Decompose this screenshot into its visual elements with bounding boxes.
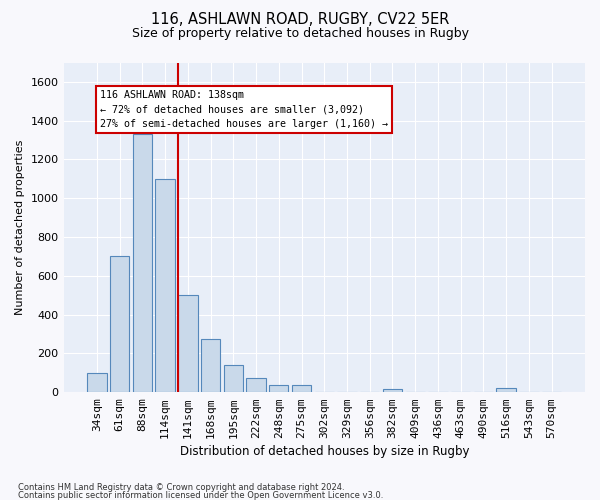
Bar (224, 365, 243, 392)
Y-axis label: Number of detached properties: Number of detached properties (15, 140, 25, 315)
Text: Contains HM Land Registry data © Crown copyright and database right 2024.: Contains HM Land Registry data © Crown c… (18, 484, 344, 492)
Bar (110, 256, 130, 392)
Text: 116 ASHLAWN ROAD: 138sqm
← 72% of detached houses are smaller (3,092)
27% of sem: 116 ASHLAWN ROAD: 138sqm ← 72% of detach… (100, 90, 388, 130)
Bar (87, 373, 107, 392)
Bar (383, 390, 402, 392)
Bar (269, 386, 289, 392)
Text: 116, ASHLAWN ROAD, RUGBY, CV22 5ER: 116, ASHLAWN ROAD, RUGBY, CV22 5ER (151, 12, 449, 28)
Bar (201, 339, 220, 392)
Bar (155, 179, 175, 392)
X-axis label: Distribution of detached houses by size in Rugby: Distribution of detached houses by size … (179, 444, 469, 458)
Bar (178, 295, 197, 392)
Bar (133, 134, 152, 392)
Text: Size of property relative to detached houses in Rugby: Size of property relative to detached ho… (131, 28, 469, 40)
Bar (247, 378, 266, 392)
Text: Contains public sector information licensed under the Open Government Licence v3: Contains public sector information licen… (18, 491, 383, 500)
Bar (496, 388, 516, 392)
Bar (292, 386, 311, 392)
